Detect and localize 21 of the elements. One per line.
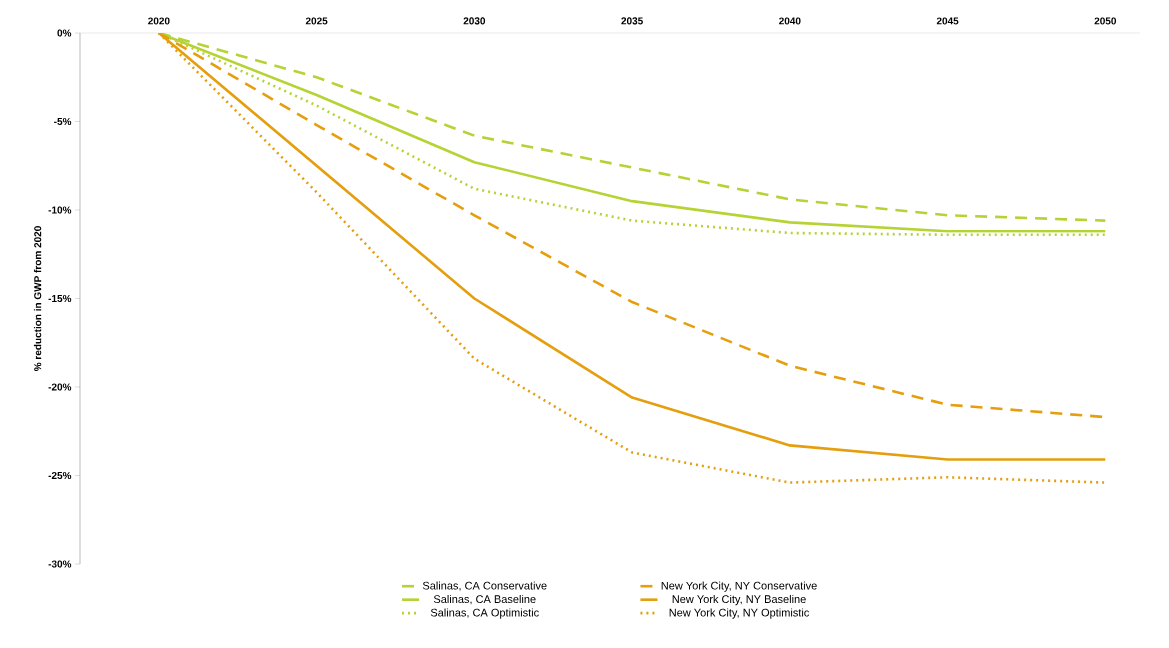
x-tick-label: 2050 [1094,17,1117,25]
y-axis-title: % reduction in GWP from 2020 [33,226,42,372]
legend-label: Salinas, CA Baseline [433,594,536,605]
x-tick-label: 2025 [305,17,328,25]
y-tick-label: 0% [57,29,72,37]
x-tick-label: 2020 [148,17,170,25]
legend-label: Salinas, CA Optimistic [430,608,539,619]
y-tick-label: -20% [48,383,72,391]
x-tick-label: 2040 [779,17,801,25]
legend-label: Salinas, CA Conservative [422,581,547,591]
x-tick-label: 2030 [463,17,486,25]
x-tick-label: 2045 [936,17,959,25]
y-tick-label: -15% [48,294,72,303]
y-tick-label: -30% [48,560,72,568]
y-tick-label: -10% [48,206,72,214]
y-tick-label: -5% [54,117,72,126]
legend-label: New York City, NY Baseline [672,594,806,606]
y-tick-label: -25% [48,471,72,480]
x-tick-label: 2035 [621,17,643,25]
legend-label: New York City, NY Conservative [661,581,817,592]
legend-label: New York City, NY Optimistic [669,608,810,619]
